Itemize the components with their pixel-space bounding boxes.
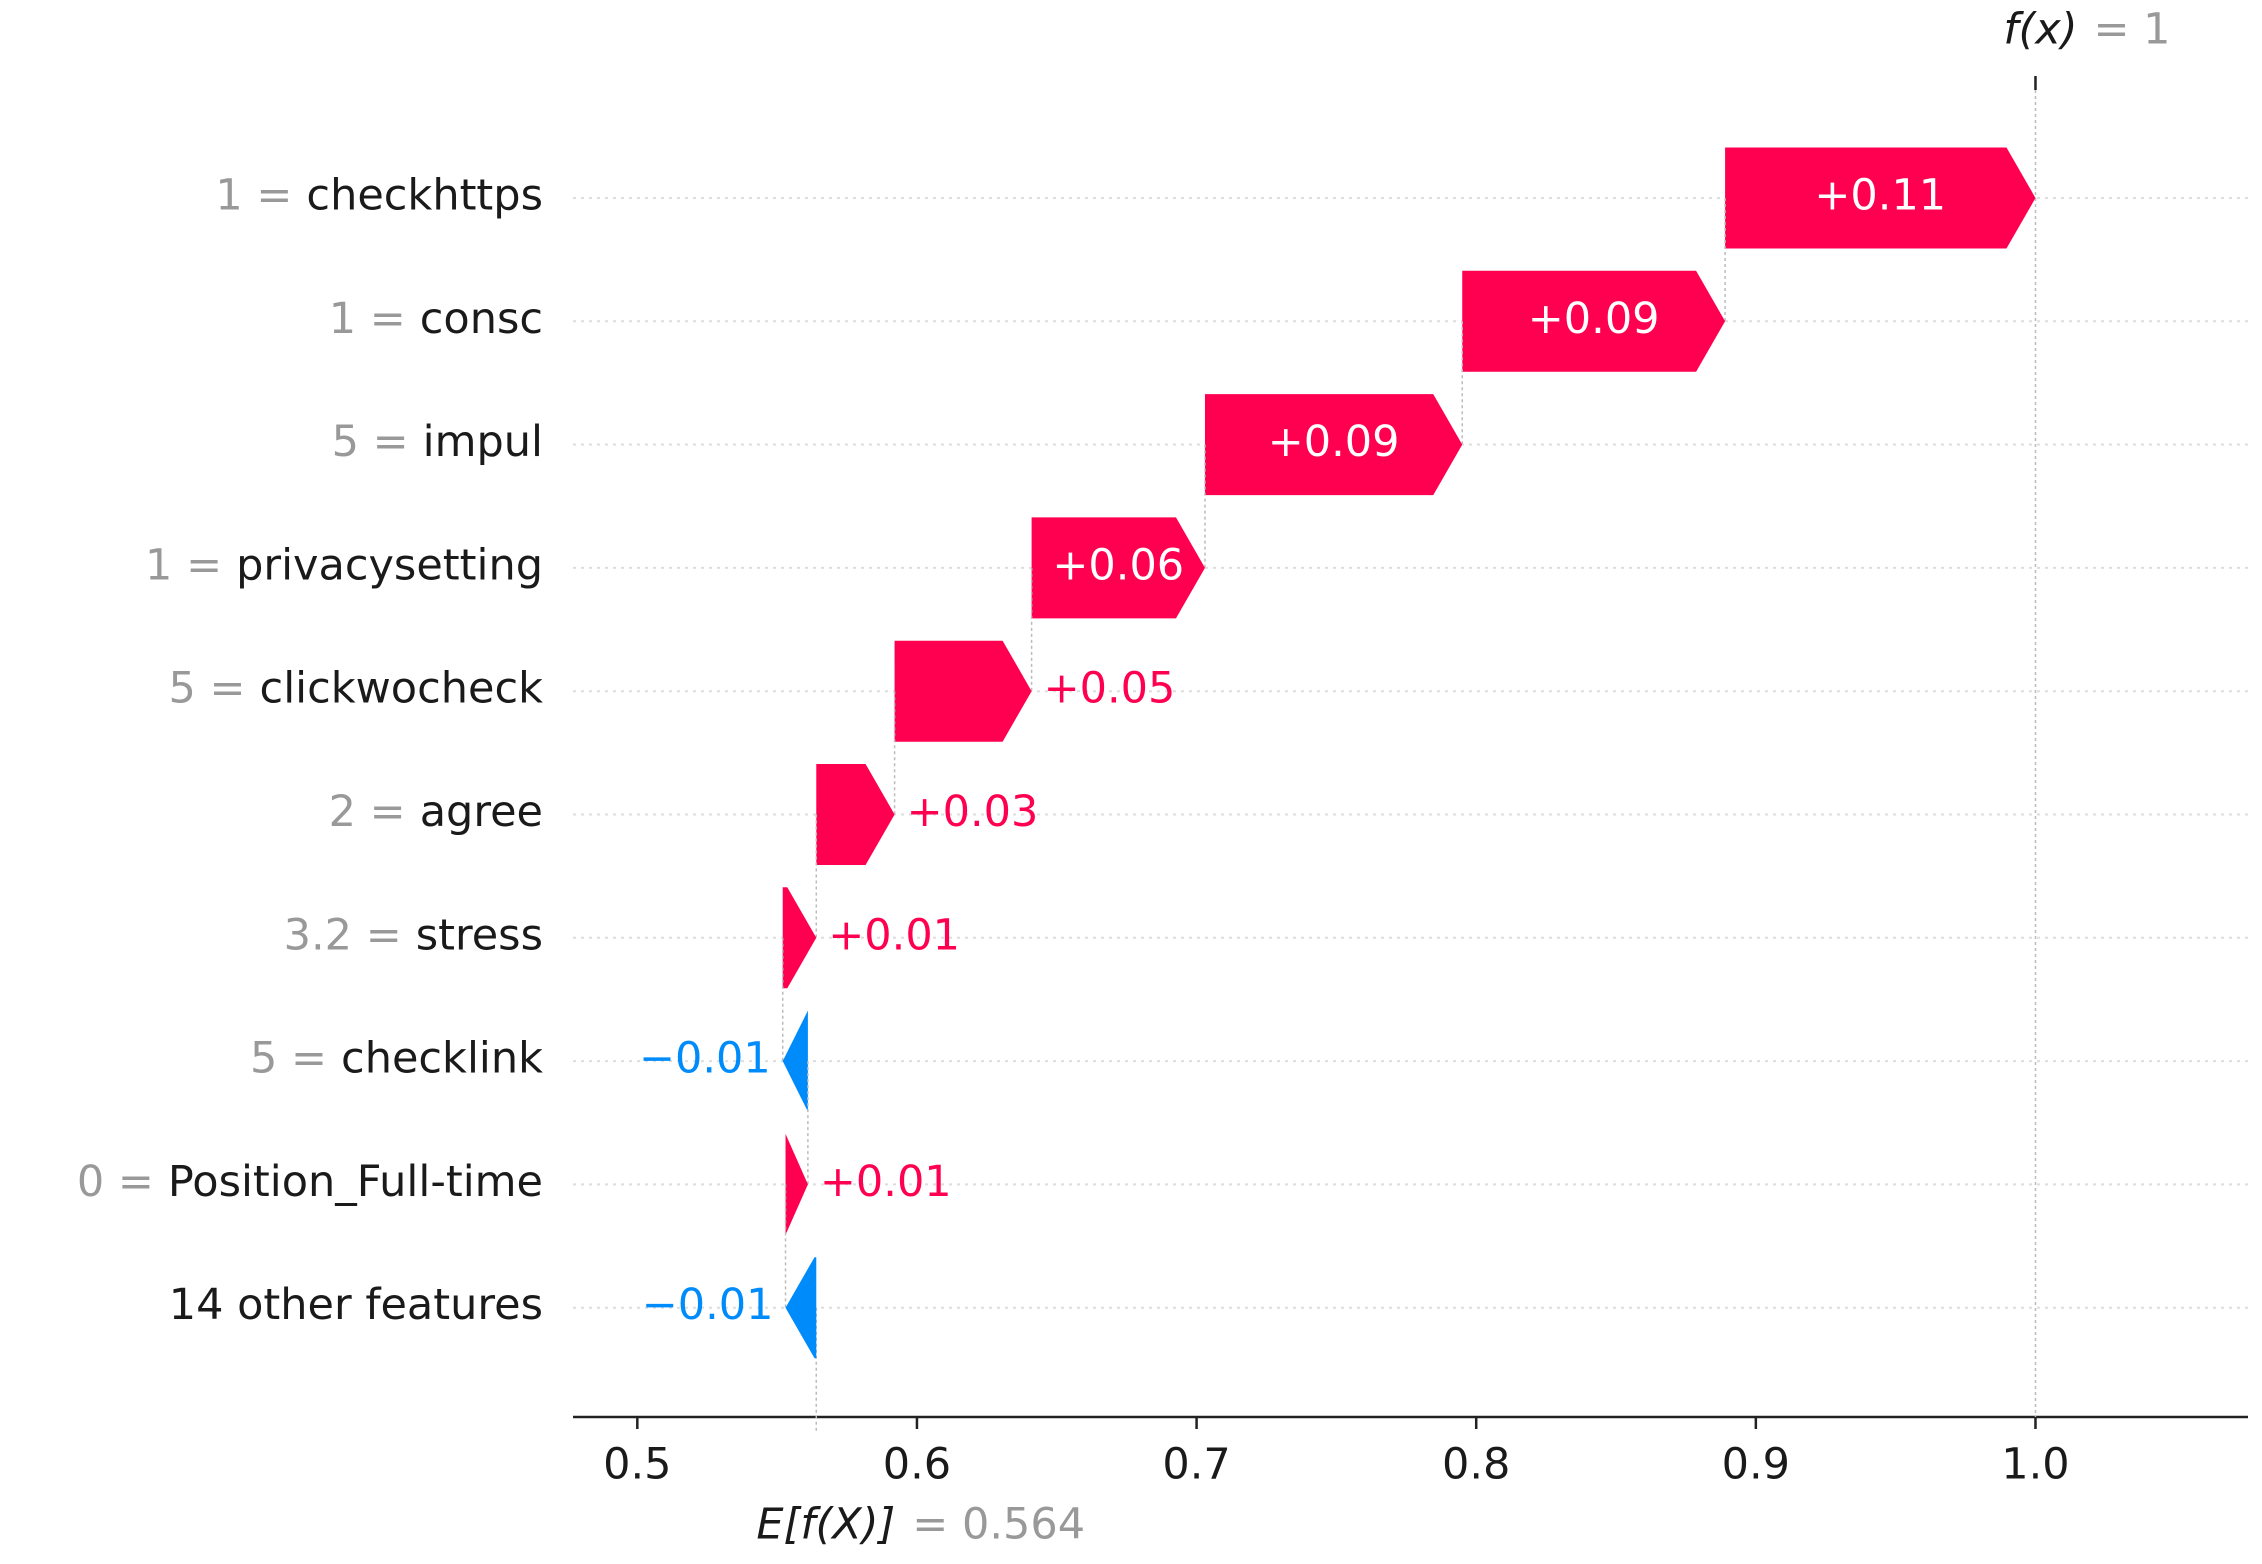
- feature-value: 1 =: [215, 171, 292, 221]
- feature-name: stress: [416, 910, 543, 960]
- base-name: E[f(X)]: [756, 1500, 895, 1550]
- bar-label: +0.03: [907, 787, 1039, 837]
- bar-label: +0.09: [1528, 294, 1660, 344]
- bar-label: +0.09: [1268, 417, 1400, 467]
- bar-label: +0.01: [828, 910, 960, 960]
- x-tick-label: 0.7: [1162, 1440, 1230, 1490]
- feature-value: 5 =: [250, 1034, 327, 1084]
- bar: [1204, 394, 1463, 496]
- bar-label: +0.11: [1814, 171, 1946, 221]
- bar-label: −0.01: [642, 1280, 774, 1330]
- output-value: = 1: [2093, 5, 2170, 55]
- bar-label: +0.06: [1052, 540, 1184, 590]
- feature-name: checkhttps: [306, 171, 543, 221]
- x-tick-label: 0.6: [883, 1440, 951, 1490]
- feature-name: clickwocheck: [260, 664, 544, 714]
- x-tick-label: 1.0: [2001, 1440, 2069, 1490]
- feature-value: 2 =: [329, 787, 406, 837]
- feature-name: agree: [420, 787, 543, 837]
- bar: [894, 640, 1032, 742]
- feature-value: 5 =: [332, 417, 409, 467]
- feature-name: impul: [423, 417, 543, 467]
- bar: [1031, 517, 1205, 619]
- feature-value: 0 =: [77, 1157, 154, 1207]
- bar: [1462, 270, 1726, 372]
- feature-value: 1 =: [329, 294, 406, 344]
- x-tick-label: 0.8: [1442, 1440, 1510, 1490]
- bar-label: −0.01: [639, 1034, 771, 1084]
- base-value: = 0.564: [912, 1500, 1085, 1550]
- feature-value: 1 =: [145, 540, 222, 590]
- bar: [785, 1257, 817, 1359]
- feature-name: privacysetting: [236, 540, 543, 590]
- feature-name: consc: [420, 294, 543, 344]
- feature-name: 14 other features: [169, 1280, 543, 1330]
- bar: [1725, 147, 2036, 249]
- bar: [785, 1133, 808, 1235]
- feature-name: checklink: [341, 1034, 543, 1084]
- x-tick-label: 0.5: [603, 1440, 671, 1490]
- x-tick-label: 0.9: [1722, 1440, 1790, 1490]
- bar: [816, 764, 895, 865]
- feature-name: Position_Full-time: [168, 1157, 543, 1207]
- bar-label: +0.01: [820, 1157, 952, 1207]
- feature-value: 3.2 =: [284, 910, 402, 960]
- output-name: f(x): [2003, 5, 2077, 55]
- bar: [782, 887, 817, 989]
- bar-label: +0.05: [1044, 664, 1176, 714]
- bar: [782, 1010, 808, 1112]
- feature-value: 5 =: [168, 664, 245, 714]
